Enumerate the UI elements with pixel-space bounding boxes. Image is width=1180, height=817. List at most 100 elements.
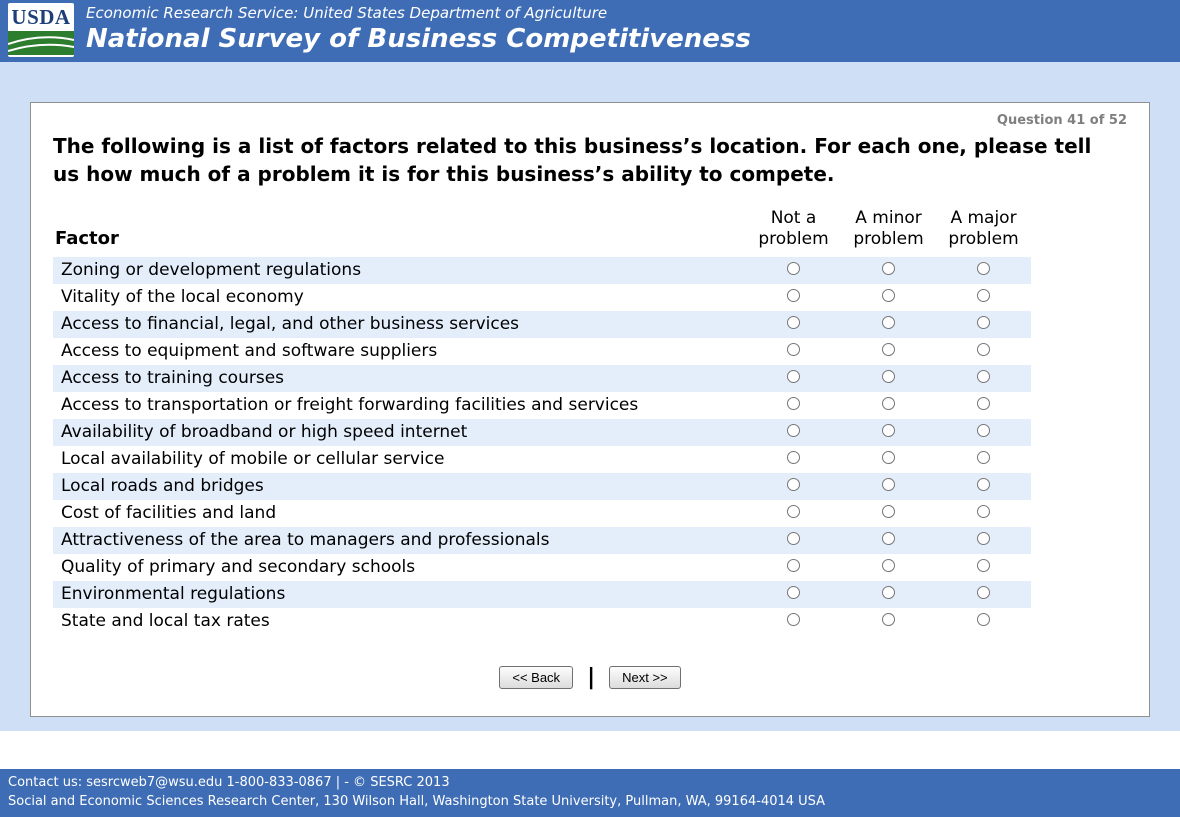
factor-radio-4-option-1[interactable] <box>882 370 895 383</box>
radio-cell <box>841 503 936 523</box>
radio-cell <box>936 368 1031 388</box>
radio-cell <box>746 422 841 442</box>
table-header-row: Factor Not a problem A minor problem A m… <box>53 208 1031 251</box>
factor-label: Vitality of the local economy <box>61 287 304 307</box>
factor-radio-11-option-0[interactable] <box>787 559 800 572</box>
radio-cell <box>936 260 1031 280</box>
usda-logo-text: USDA <box>11 5 71 29</box>
footer-bar: Contact us: sesrcweb7@wsu.edu 1-800-833-… <box>0 769 1180 817</box>
factor-label: Quality of primary and secondary schools <box>61 557 416 577</box>
factor-radio-3-option-1[interactable] <box>882 343 895 356</box>
factor-radio-7-option-0[interactable] <box>787 451 800 464</box>
factor-radio-5-option-0[interactable] <box>787 397 800 410</box>
factor-label: Local roads and bridges <box>61 476 264 496</box>
table-row: Zoning or development regulations <box>53 256 1031 284</box>
factor-radio-8-option-2[interactable] <box>977 478 990 491</box>
factor-radio-9-option-2[interactable] <box>977 505 990 518</box>
factor-radio-6-option-2[interactable] <box>977 424 990 437</box>
radio-cell <box>841 422 936 442</box>
radio-cell <box>936 611 1031 631</box>
radio-cell <box>841 449 936 469</box>
option-header-a-minor-problem: A minor problem <box>853 208 924 250</box>
option-header-a-major-problem: A major problem <box>948 208 1019 250</box>
footer-contact-line: Contact us: sesrcweb7@wsu.edu 1-800-833-… <box>8 775 450 790</box>
radio-cell <box>841 557 936 577</box>
bottom-spacer <box>0 730 1180 769</box>
radio-cell <box>746 368 841 388</box>
question-card: Question 41 of 52 The following is a lis… <box>30 102 1150 717</box>
factor-radio-13-option-0[interactable] <box>787 613 800 626</box>
factor-radio-1-option-1[interactable] <box>882 289 895 302</box>
factor-radio-11-option-1[interactable] <box>882 559 895 572</box>
radio-cell <box>936 422 1031 442</box>
factor-radio-8-option-1[interactable] <box>882 478 895 491</box>
radio-cell <box>746 260 841 280</box>
radio-cell <box>936 449 1031 469</box>
factor-radio-7-option-1[interactable] <box>882 451 895 464</box>
factor-radio-7-option-2[interactable] <box>977 451 990 464</box>
factor-radio-2-option-1[interactable] <box>882 316 895 329</box>
factor-table: Factor Not a problem A minor problem A m… <box>53 208 1031 635</box>
factor-radio-4-option-2[interactable] <box>977 370 990 383</box>
factor-radio-5-option-1[interactable] <box>882 397 895 410</box>
factor-radio-10-option-2[interactable] <box>977 532 990 545</box>
factor-radio-10-option-0[interactable] <box>787 532 800 545</box>
radio-cell <box>746 395 841 415</box>
radio-cell <box>746 611 841 631</box>
radio-cell <box>746 449 841 469</box>
factor-radio-0-option-2[interactable] <box>977 262 990 275</box>
header-bar: USDA Economic Research Service: United S… <box>0 0 1180 62</box>
back-button[interactable]: << Back <box>499 665 574 689</box>
radio-cell <box>746 503 841 523</box>
radio-cell <box>841 368 936 388</box>
next-button[interactable]: Next >> <box>609 665 681 689</box>
factor-radio-13-option-2[interactable] <box>977 613 990 626</box>
radio-cell <box>841 260 936 280</box>
factor-radio-9-option-1[interactable] <box>882 505 895 518</box>
radio-cell <box>746 287 841 307</box>
navigation-buttons: << Back | Next >> <box>53 665 1127 690</box>
factor-radio-10-option-1[interactable] <box>882 532 895 545</box>
factor-radio-13-option-1[interactable] <box>882 613 895 626</box>
option-header-not-a-problem: Not a problem <box>758 208 829 250</box>
factor-radio-6-option-1[interactable] <box>882 424 895 437</box>
radio-cell <box>841 530 936 550</box>
radio-cell <box>841 287 936 307</box>
radio-cell <box>936 530 1031 550</box>
question-counter: Question 41 of 52 <box>996 113 1127 128</box>
factor-label: Attractiveness of the area to managers a… <box>61 530 550 550</box>
factor-radio-2-option-2[interactable] <box>977 316 990 329</box>
factor-radio-11-option-2[interactable] <box>977 559 990 572</box>
factor-label: Environmental regulations <box>61 584 286 604</box>
factor-radio-2-option-0[interactable] <box>787 316 800 329</box>
factor-label: Zoning or development regulations <box>61 260 362 280</box>
radio-cell <box>936 476 1031 496</box>
factor-radio-3-option-2[interactable] <box>977 343 990 356</box>
factor-radio-12-option-0[interactable] <box>787 586 800 599</box>
radio-cell <box>936 341 1031 361</box>
radio-cell <box>841 584 936 604</box>
factor-label: State and local tax rates <box>61 611 270 631</box>
factor-radio-8-option-0[interactable] <box>787 478 800 491</box>
factor-radio-3-option-0[interactable] <box>787 343 800 356</box>
agency-line: Economic Research Service: United States… <box>86 4 608 22</box>
radio-cell <box>746 584 841 604</box>
radio-cell <box>936 395 1031 415</box>
factor-radio-5-option-2[interactable] <box>977 397 990 410</box>
factor-radio-6-option-0[interactable] <box>787 424 800 437</box>
factor-radio-1-option-0[interactable] <box>787 289 800 302</box>
factor-radio-0-option-0[interactable] <box>787 262 800 275</box>
factor-radio-0-option-1[interactable] <box>882 262 895 275</box>
radio-cell <box>936 557 1031 577</box>
radio-cell <box>841 314 936 334</box>
factor-label: Local availability of mobile or cellular… <box>61 449 445 469</box>
radio-cell <box>936 503 1031 523</box>
radio-cell <box>936 287 1031 307</box>
factor-radio-12-option-1[interactable] <box>882 586 895 599</box>
factor-radio-4-option-0[interactable] <box>787 370 800 383</box>
factor-radio-9-option-0[interactable] <box>787 505 800 518</box>
table-row: Availability of broadband or high speed … <box>53 418 1031 446</box>
radio-cell <box>936 314 1031 334</box>
factor-radio-1-option-2[interactable] <box>977 289 990 302</box>
factor-radio-12-option-2[interactable] <box>977 586 990 599</box>
